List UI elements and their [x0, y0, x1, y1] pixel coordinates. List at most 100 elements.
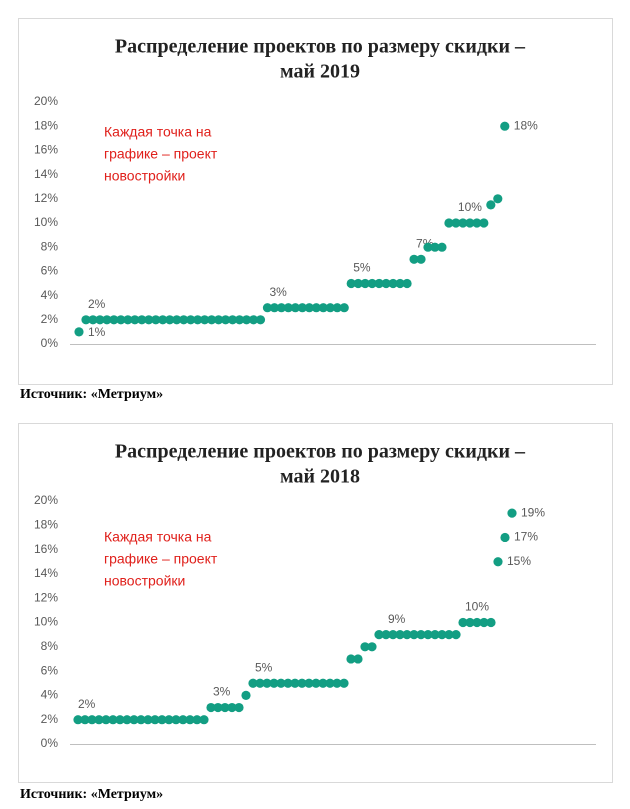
chart-title: май 2018 [280, 466, 360, 488]
dot [423, 242, 433, 252]
dot [283, 303, 293, 313]
dot [451, 218, 461, 228]
dot [115, 715, 125, 725]
dot [353, 278, 363, 289]
dot [493, 194, 503, 204]
dot [430, 630, 440, 640]
dot [360, 642, 370, 652]
dot [129, 715, 139, 725]
dot [137, 315, 147, 325]
value-label: 2% [88, 297, 106, 311]
dot [451, 630, 461, 640]
y-tick-label: 18% [34, 118, 58, 132]
annotation: Каждая точка на [104, 124, 212, 140]
y-tick-label: 8% [41, 639, 59, 653]
dot [172, 315, 182, 325]
dot [297, 678, 307, 688]
dot [164, 715, 174, 725]
dot [360, 278, 370, 289]
dot [290, 303, 300, 313]
dot [157, 715, 167, 725]
source: Источник: «Метриум» [20, 787, 163, 802]
y-tick-label: 14% [34, 566, 58, 580]
y-tick-label: 12% [34, 590, 58, 604]
dot [346, 278, 356, 289]
dot [381, 278, 391, 289]
dot [283, 678, 293, 688]
dot [234, 315, 245, 325]
value-label: 17% [514, 530, 538, 544]
y-tick-label: 10% [34, 615, 58, 629]
y-tick-label: 4% [41, 688, 59, 702]
dot [255, 315, 266, 325]
value-label: 3% [213, 685, 231, 699]
dot [395, 630, 405, 640]
dot [220, 315, 231, 325]
dot [193, 315, 203, 325]
dot [206, 702, 216, 713]
dot [248, 315, 259, 325]
dot [416, 630, 426, 640]
value-label: 18% [514, 118, 538, 132]
dot [388, 278, 398, 289]
dot [116, 315, 126, 325]
dot [123, 315, 133, 325]
dot [88, 315, 98, 325]
dot [465, 218, 475, 228]
value-label: 9% [388, 612, 406, 626]
dot [178, 715, 188, 725]
value-label: 10% [458, 200, 482, 214]
dot [108, 715, 118, 725]
dot [486, 617, 496, 628]
annotation: графике – проект [104, 551, 218, 567]
annotation: новостройки [104, 168, 185, 184]
y-tick-label: 12% [34, 191, 58, 205]
dot [339, 303, 349, 313]
dot [402, 630, 412, 640]
dot [179, 315, 189, 325]
dot [367, 642, 377, 652]
dot [479, 617, 489, 628]
dot [199, 715, 209, 725]
value-label: 1% [88, 325, 106, 339]
dot [311, 678, 321, 688]
dot [122, 715, 132, 725]
dot [192, 715, 202, 725]
value-label: 15% [507, 554, 531, 568]
dot [479, 218, 489, 228]
dot [94, 715, 104, 725]
y-tick-label: 2% [41, 312, 59, 326]
dot [276, 303, 287, 313]
chart-frame [18, 18, 613, 385]
dot [339, 678, 349, 688]
dot [234, 702, 244, 713]
dot [151, 315, 161, 325]
chart-title: май 2019 [280, 61, 360, 83]
dot [241, 690, 251, 701]
dot [87, 715, 97, 725]
value-label: 5% [353, 261, 371, 275]
value-label: 2% [78, 697, 96, 711]
dot [248, 678, 258, 688]
dot [214, 315, 224, 325]
dot [186, 315, 196, 325]
y-tick-label: 6% [41, 663, 59, 677]
dot [500, 121, 510, 131]
y-tick-label: 8% [41, 239, 59, 253]
dot [144, 315, 154, 325]
dot [409, 630, 419, 640]
y-tick-label: 16% [34, 143, 58, 157]
dot [458, 218, 468, 228]
dot [437, 630, 447, 640]
y-tick-label: 14% [34, 167, 58, 181]
value-label: 10% [465, 600, 489, 614]
dot [241, 315, 252, 325]
dot [207, 315, 217, 325]
dot [465, 617, 475, 628]
dot [388, 630, 398, 640]
dot [325, 678, 335, 688]
dot [269, 303, 280, 313]
dot [472, 617, 482, 628]
dot [297, 303, 307, 313]
